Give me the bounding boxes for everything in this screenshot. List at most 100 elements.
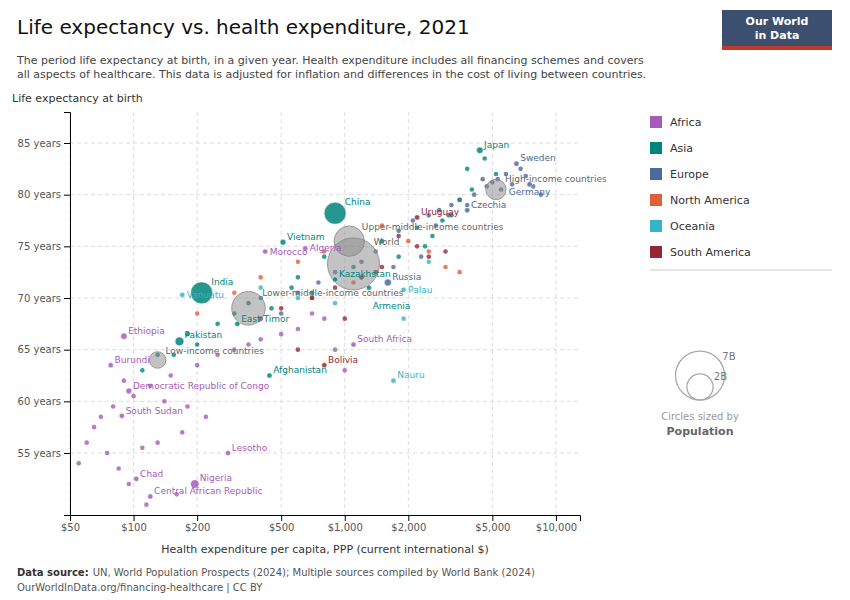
grid-line xyxy=(492,112,493,515)
aggregate-label: Lower-middle-income countries xyxy=(262,288,404,298)
point xyxy=(494,172,499,177)
country-bubble xyxy=(126,388,132,394)
x-tick-label: $100 xyxy=(121,522,146,533)
country-bubble xyxy=(280,239,286,245)
country-label: Palau xyxy=(408,285,432,295)
source-label: Data source: xyxy=(17,567,89,578)
y-tick: 80 years xyxy=(18,189,70,200)
logo-bar xyxy=(722,46,832,50)
y-tick: 85 years xyxy=(18,138,70,149)
country-label: China xyxy=(345,197,371,207)
point xyxy=(258,337,263,342)
x-axis: $50$100$200$500$1,000$2,000$5,000$10,000 xyxy=(61,515,581,533)
country-label: Morocco xyxy=(270,247,308,257)
y-tick-label: 70 years xyxy=(18,293,61,304)
size-legend-variable: Population xyxy=(667,425,734,438)
grid-line xyxy=(70,349,580,350)
legend: AfricaAsiaEuropeNorth AmericaOceaniaSout… xyxy=(650,116,832,270)
point xyxy=(168,373,173,378)
y-tick-mark xyxy=(64,401,70,402)
y-tick-label: 75 years xyxy=(18,241,61,252)
point xyxy=(296,347,301,352)
legend-label: Europe xyxy=(670,168,709,181)
x-tick-label: $5,000 xyxy=(475,522,510,533)
country-label: Lesotho xyxy=(232,443,268,453)
country-label: Nigeria xyxy=(200,473,232,483)
point xyxy=(322,254,327,259)
y-tick: 70 years xyxy=(18,293,70,304)
legend-label: Asia xyxy=(670,142,693,155)
x-tick-mark xyxy=(134,515,135,521)
legend-swatch xyxy=(650,246,662,258)
country-label: East Timor xyxy=(241,314,289,324)
point xyxy=(423,244,428,249)
labels: WorldHigh-income countriesUpper-middle-i… xyxy=(115,140,607,497)
y-tick-mark xyxy=(64,246,70,247)
point xyxy=(430,234,435,239)
grid-line xyxy=(133,112,134,515)
point xyxy=(258,275,263,280)
grid-line xyxy=(555,112,556,515)
grid xyxy=(70,112,580,515)
point xyxy=(457,198,462,203)
x-tick-label: $50 xyxy=(61,522,80,533)
aggregate-label: Low-income countries xyxy=(165,346,264,356)
source: UN, World Population Prospects (2024); M… xyxy=(93,567,535,578)
country-bubble xyxy=(332,277,337,282)
legend-swatch xyxy=(650,142,662,154)
y-tick: 60 years xyxy=(18,396,70,407)
x-tick-label: $1,000 xyxy=(328,522,363,533)
aggregate-label: Upper-middle-income countries xyxy=(362,222,504,232)
legend-divider xyxy=(650,270,832,271)
point xyxy=(310,311,315,316)
x-tick: $2,000 xyxy=(391,515,426,533)
country-bubble xyxy=(477,147,484,154)
point xyxy=(470,187,475,192)
subtitle: all aspects of healthcare. This data is … xyxy=(17,68,646,81)
aggregate-label: World xyxy=(374,237,400,247)
point xyxy=(140,446,145,451)
y-tick-label: 60 years xyxy=(18,396,61,407)
point xyxy=(296,327,301,332)
size-legend-circle xyxy=(687,374,713,400)
point xyxy=(391,265,396,270)
country-bubble xyxy=(391,378,396,383)
point xyxy=(482,156,487,161)
legend-swatch xyxy=(650,194,662,206)
legend-swatch xyxy=(650,168,662,180)
point xyxy=(144,502,149,507)
point xyxy=(116,466,121,471)
country-bubble xyxy=(225,450,230,455)
y-tick-mark xyxy=(64,298,70,299)
point xyxy=(465,167,470,172)
point xyxy=(457,270,462,275)
subtitle: The period life expectancy at birth, in … xyxy=(16,54,644,67)
size-legend-label: 2B xyxy=(714,371,727,382)
size-legend: 7B2BCircles sized byPopulation xyxy=(661,351,739,438)
country-label: Japan xyxy=(483,140,509,150)
footer: OurWorldInData.org/financing-healthcare … xyxy=(17,582,263,594)
point xyxy=(333,301,338,306)
x-tick: $10,000 xyxy=(536,515,577,533)
y-tick-mark xyxy=(64,350,70,351)
point xyxy=(279,332,284,337)
point xyxy=(342,316,347,321)
legend-swatch xyxy=(650,220,662,232)
y-tick-label: 65 years xyxy=(18,344,61,355)
point xyxy=(195,363,200,368)
country-bubble xyxy=(108,363,113,368)
point xyxy=(127,482,132,487)
x-axis-title: Health expenditure per capita, PPP (curr… xyxy=(161,543,489,556)
point xyxy=(232,291,237,296)
point xyxy=(518,167,523,172)
point xyxy=(92,425,97,430)
country-bubble xyxy=(134,476,139,481)
y-tick-label: 80 years xyxy=(18,189,61,200)
logo-text: Our World xyxy=(746,15,809,28)
point xyxy=(215,322,220,327)
country-bubble xyxy=(235,321,240,326)
point xyxy=(472,192,477,197)
country-label: Chad xyxy=(140,469,163,479)
size-legend-title: Circles sized by xyxy=(661,411,739,422)
y-tick-mark xyxy=(64,195,70,196)
